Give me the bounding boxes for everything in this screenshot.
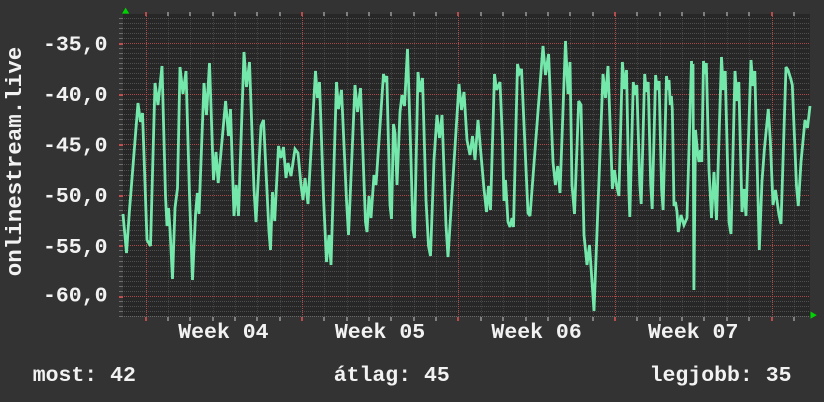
svg-text:-60,0: -60,0 — [43, 285, 108, 309]
svg-text:átlag: 45: átlag: 45 — [334, 364, 450, 388]
svg-text:Week 05: Week 05 — [335, 321, 425, 345]
svg-text:Week 04: Week 04 — [178, 321, 268, 345]
svg-text:-45,0: -45,0 — [43, 135, 108, 159]
svg-text:Week 07: Week 07 — [648, 321, 738, 345]
svg-text:legjobb: 35: legjobb: 35 — [650, 364, 792, 388]
svg-text:most: 42: most: 42 — [33, 364, 136, 388]
svg-text:-50,0: -50,0 — [43, 185, 108, 209]
svg-text:-35,0: -35,0 — [43, 33, 108, 57]
svg-text:Week 06: Week 06 — [491, 321, 581, 345]
svg-text:onlinestream.live: onlinestream.live — [2, 47, 28, 277]
svg-text:-40,0: -40,0 — [43, 84, 108, 108]
svg-text:-55,0: -55,0 — [43, 236, 108, 260]
